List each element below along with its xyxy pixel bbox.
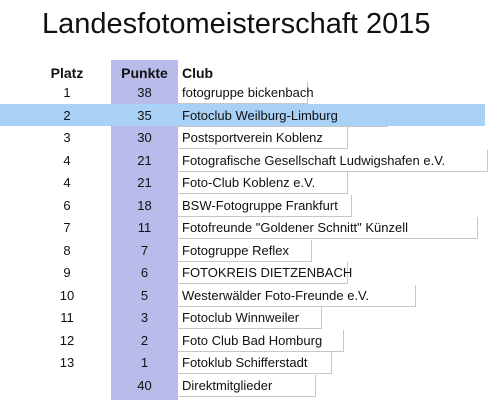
cell-platz: 6: [63, 197, 71, 213]
cell-club: Fotoclub Winnweiler: [178, 307, 322, 329]
header-club: Club: [182, 65, 214, 81]
cell-punkte: 30: [137, 130, 152, 145]
table-row: 11 3 Fotoclub Winnweiler: [0, 307, 500, 330]
cell-punkte: 18: [137, 197, 152, 213]
cell-club: Foto-Club Koblenz e.V.: [178, 172, 348, 194]
table-row: 1 38 fotogruppe bickenbach: [0, 82, 500, 105]
cell-punkte: 21: [137, 152, 152, 168]
cell-punkte: 5: [140, 287, 149, 303]
cell-platz: 12: [59, 332, 75, 348]
table-row: 2 35 Fotoclub Weilburg-Limburg: [0, 104, 500, 128]
cell-punkte: 2: [140, 332, 149, 348]
table-row: 9 6 FOTOKREIS DIETZENBACH: [0, 262, 500, 285]
cell-platz: 10: [59, 287, 75, 303]
table-row: 13 1 Fotoklub Schifferstadt: [0, 352, 500, 375]
cell-platz: 8: [63, 242, 71, 258]
table-row: 3 30 Postsportverein Koblenz: [0, 127, 500, 150]
cell-club: Fotoclub Weilburg-Limburg: [178, 104, 388, 127]
cell-club: fotogruppe bickenbach: [178, 82, 314, 104]
cell-punkte: 11: [137, 220, 152, 235]
cell-club: Westerwälder Foto-Freunde e.V.: [178, 284, 416, 307]
table-row: 10 5 Westerwälder Foto-Freunde e.V.: [0, 284, 500, 308]
table-row: 4 21 Foto-Club Koblenz e.V.: [0, 172, 500, 195]
cell-platz: 4: [63, 175, 71, 190]
cell-platz: 1: [63, 85, 71, 100]
cell-club: FOTOKREIS DIETZENBACH: [178, 262, 352, 284]
page-title: Landesfotomeisterschaft 2015: [42, 8, 431, 40]
table-row: 12 2 Foto Club Bad Homburg: [0, 329, 500, 353]
table-row: 7 11 Fotofreunde "Goldener Schnitt" Künzel…: [0, 217, 500, 240]
cell-platz: 4: [63, 152, 71, 168]
cell-club: BSW-Fotogruppe Frankfurt: [178, 194, 352, 217]
table-row: 6 18 BSW-Fotogruppe Frankfurt: [0, 194, 500, 218]
cell-platz: 7: [63, 220, 71, 235]
cell-punkte: 1: [140, 355, 149, 370]
cell-punkte: 38: [137, 85, 152, 100]
header-punkte: Punkte: [121, 65, 168, 81]
cell-punkte: 3: [140, 310, 149, 325]
cell-club: Fotografische Gesellschaft Ludwigshafen …: [178, 149, 488, 172]
table-row: 8 7 Fotogruppe Reflex: [0, 239, 500, 263]
cell-punkte: 21: [137, 175, 152, 190]
cell-punkte: 6: [140, 265, 149, 280]
cell-platz: [40, 375, 94, 397]
cell-club: Direktmitglieder: [178, 374, 316, 397]
cell-club: Postsportverein Koblenz: [178, 127, 348, 149]
header-platz: Platz: [50, 65, 84, 81]
cell-punkte: 35: [137, 107, 152, 123]
table-row: 4 21 Fotografische Gesellschaft Ludwigshaf…: [0, 149, 500, 173]
cell-platz: 2: [63, 107, 71, 123]
table-row: 40 Direktmitglieder: [0, 374, 500, 398]
cell-club: Fotogruppe Reflex: [178, 239, 312, 262]
cell-club: Foto Club Bad Homburg: [178, 329, 344, 352]
cell-platz: 13: [59, 355, 75, 370]
cell-platz: 9: [63, 265, 71, 280]
cell-club: Fotofreunde "Goldener Schnitt" Künzell: [178, 217, 478, 239]
cell-punkte: 40: [137, 377, 152, 393]
cell-platz: 3: [63, 130, 71, 145]
highlighted-row-band: [0, 104, 485, 126]
results-table: 1 38 fotogruppe bickenbach 2 35 Fotoclub Weil…: [0, 82, 500, 397]
cell-punkte: 7: [140, 242, 149, 258]
cell-club: Fotoklub Schifferstadt: [178, 352, 332, 374]
cell-platz: 11: [60, 310, 74, 325]
